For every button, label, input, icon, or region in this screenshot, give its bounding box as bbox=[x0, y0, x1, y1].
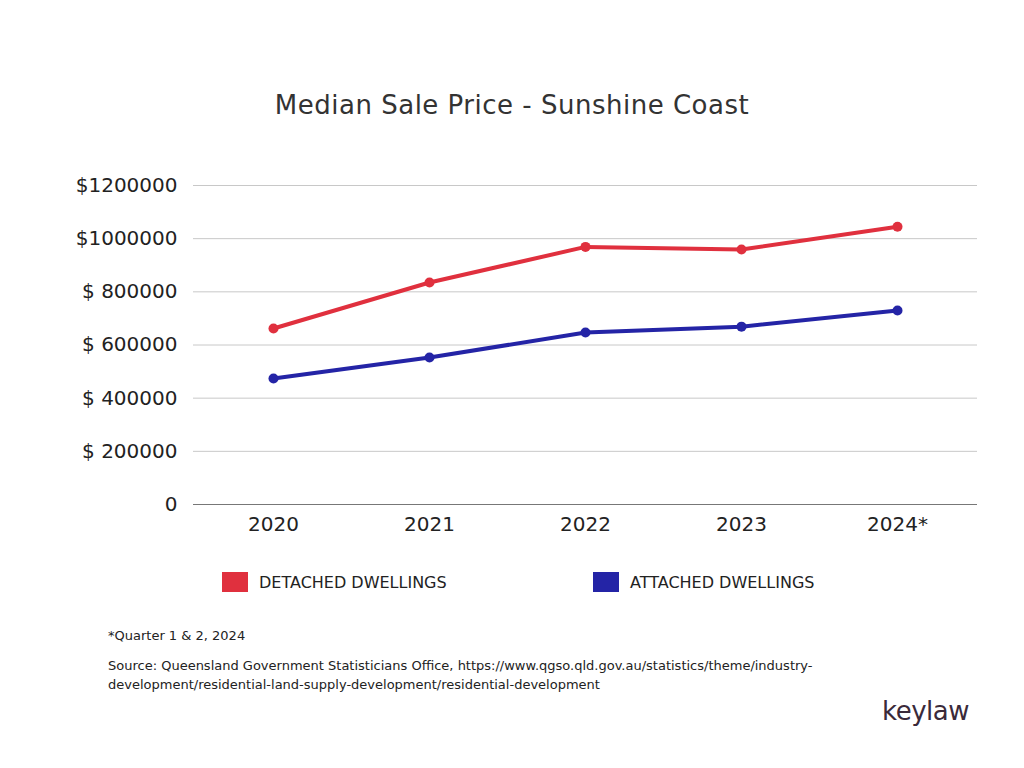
svg-text:$1200000: $1200000 bbox=[76, 173, 178, 197]
svg-text:$ 200000: $ 200000 bbox=[82, 439, 177, 463]
svg-text:$ 800000: $ 800000 bbox=[82, 279, 177, 303]
html-text:ATTACHED DWELLINGS: ATTACHED DWELLINGS bbox=[630, 572, 815, 592]
svg-text:2024*: 2024* bbox=[867, 512, 928, 536]
html-text:DETACHED DWELLINGS: DETACHED DWELLINGS bbox=[259, 572, 447, 592]
svg-text:$1000000: $1000000 bbox=[76, 226, 178, 250]
html-text:*Quarter 1 & 2, 2024: *Quarter 1 & 2, 2024 bbox=[108, 628, 246, 643]
html-text:Median Sale Price - Sunshine C: Median Sale Price - Sunshine Coast bbox=[274, 90, 750, 120]
html-text:keylaw: keylaw bbox=[882, 696, 969, 726]
svg-text:2023: 2023 bbox=[716, 512, 767, 536]
html-text:Source: Queensland Government: Source: Queensland Government Statistici… bbox=[108, 658, 813, 692]
svg-text:0: 0 bbox=[165, 492, 178, 516]
svg-text:$ 600000: $ 600000 bbox=[82, 332, 177, 356]
svg-text:2021: 2021 bbox=[404, 512, 455, 536]
svg-text:2020: 2020 bbox=[248, 512, 299, 536]
svg-text:$ 400000: $ 400000 bbox=[82, 386, 177, 410]
svg-text:2022: 2022 bbox=[560, 512, 611, 536]
